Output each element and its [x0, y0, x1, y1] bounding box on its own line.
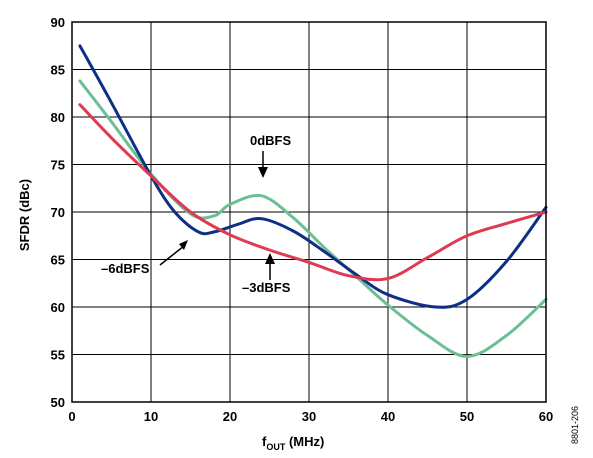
y-tick-label-85: 85 [51, 63, 65, 78]
y-tick-label-60: 60 [51, 300, 65, 315]
y-tick-label-50: 50 [51, 395, 65, 410]
annotation-minus6dbfs-arrowhead [179, 240, 188, 250]
annotation-minus3dbfs-arrowhead [265, 253, 275, 264]
series-line--3dbfs [78, 44, 548, 309]
x-tick-label-30: 30 [302, 409, 316, 424]
annotation-minus6dbfs-arrow [159, 245, 185, 266]
x-tick-label-60: 60 [539, 409, 553, 424]
annotation-0dbfs: 0dBFS [250, 133, 292, 178]
x-tick-labels: 0 10 20 30 40 50 60 [68, 409, 553, 424]
y-tick-label-65: 65 [51, 253, 65, 268]
annotation-0dbfs-arrowhead [258, 167, 268, 178]
y-axis-label: SFDR (dBc) [17, 179, 32, 251]
figure-id: 8801-206 [570, 406, 580, 444]
x-tick-label-0: 0 [68, 409, 75, 424]
x-tick-label-20: 20 [223, 409, 237, 424]
series-line-0dbfs [78, 79, 548, 358]
y-tick-label-90: 90 [51, 15, 65, 30]
y-tick-label-70: 70 [51, 205, 65, 220]
x-tick-label-50: 50 [460, 409, 474, 424]
series-layer [78, 44, 548, 358]
x-axis-label-subscript: OUT [266, 442, 286, 452]
annotation-minus3dbfs: –3dBFS [242, 253, 291, 295]
grid [71, 21, 547, 403]
y-tick-labels: 50 55 60 65 70 75 80 85 90 [51, 15, 65, 410]
y-tick-label-75: 75 [51, 158, 65, 173]
annotation-minus6dbfs-label: –6dBFS [101, 261, 150, 276]
series-line--6dbfs [78, 103, 548, 282]
annotation-minus6dbfs: –6dBFS [101, 240, 188, 276]
x-tick-label-10: 10 [144, 409, 158, 424]
y-tick-label-55: 55 [51, 348, 65, 363]
plot-frame [71, 21, 547, 403]
x-axis-label: fOUT (MHz) [262, 434, 324, 452]
annotation-0dbfs-label: 0dBFS [250, 133, 292, 148]
y-tick-label-80: 80 [51, 110, 65, 125]
x-axis-label-unit: (MHz) [285, 434, 324, 449]
annotation-minus3dbfs-label: –3dBFS [242, 280, 291, 295]
x-tick-label-40: 40 [381, 409, 395, 424]
